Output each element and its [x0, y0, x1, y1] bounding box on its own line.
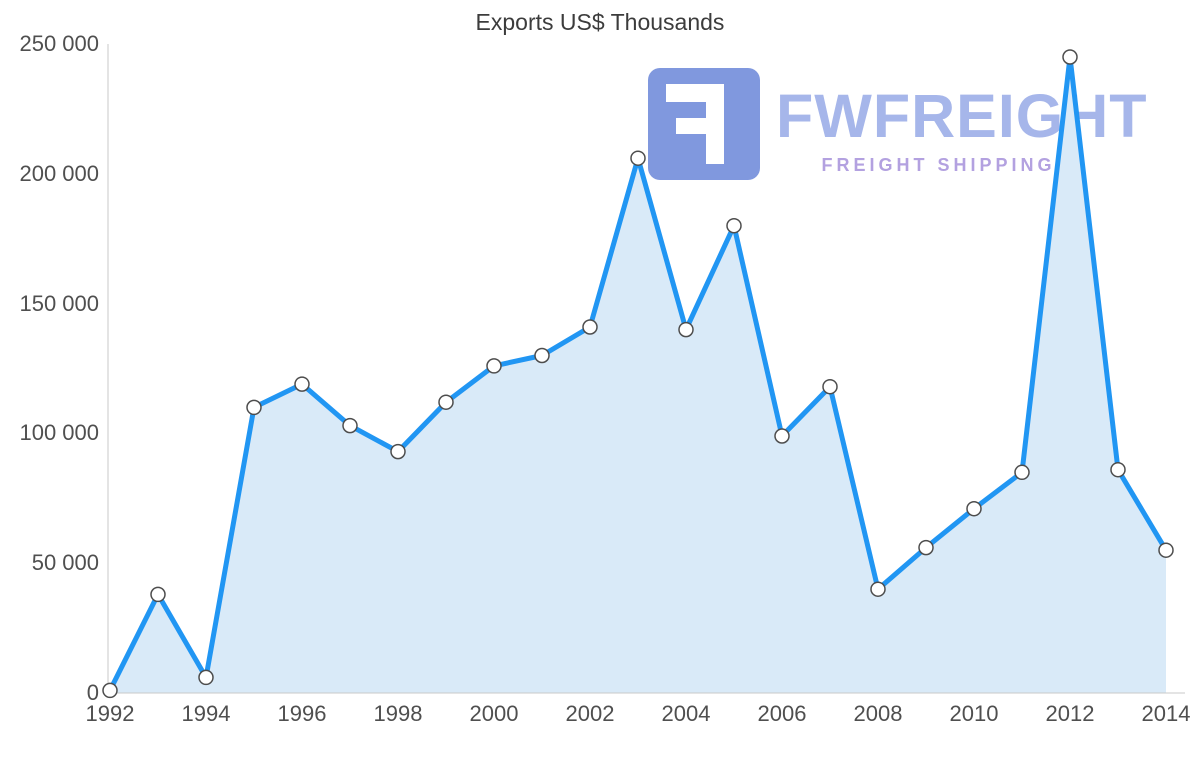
- x-tick-label: 2006: [757, 701, 807, 726]
- data-point-marker[interactable]: [486, 358, 502, 374]
- watermark-logo: FWFREIGHT FREIGHT SHIPPING: [648, 68, 1148, 180]
- x-tick-label: 2014: [1141, 701, 1191, 726]
- data-point-marker[interactable]: [1062, 49, 1078, 65]
- y-tick-label: 250 000: [19, 31, 99, 56]
- y-tick-label: 150 000: [19, 290, 99, 316]
- chart-title: Exports US$ Thousands: [475, 9, 725, 35]
- logo-brand-text: FWFREIGHT: [776, 82, 1148, 150]
- data-point-marker[interactable]: [150, 586, 166, 603]
- x-tick-label: 2008: [853, 701, 903, 726]
- x-tick-label: 1996: [277, 701, 327, 726]
- data-point-marker[interactable]: [438, 394, 454, 410]
- area-fill: [110, 57, 1166, 693]
- turned-F-glyph: [666, 84, 724, 164]
- data-point-marker[interactable]: [294, 376, 310, 392]
- data-point-marker[interactable]: [630, 150, 646, 166]
- y-tick-label: 0: [86, 680, 99, 705]
- x-tick-label: 1994: [181, 701, 231, 726]
- data-point-marker[interactable]: [582, 319, 598, 335]
- data-point-marker[interactable]: [966, 500, 982, 517]
- data-point-marker[interactable]: [342, 417, 358, 434]
- y-tick-label: 200 000: [19, 160, 99, 186]
- y-tick-label: 50 000: [31, 550, 99, 576]
- x-tick-label: 1992: [85, 701, 135, 726]
- logo-text-block: FWFREIGHT FREIGHT SHIPPING: [776, 68, 1148, 176]
- x-tick-label: 1998: [373, 701, 423, 726]
- data-point-marker[interactable]: [198, 669, 214, 686]
- data-point-marker[interactable]: [726, 217, 742, 234]
- x-tick-label: 2000: [469, 701, 519, 726]
- data-point-marker[interactable]: [246, 399, 262, 416]
- data-point-marker[interactable]: [102, 682, 118, 699]
- data-point-marker[interactable]: [1110, 461, 1126, 478]
- data-point-marker[interactable]: [774, 428, 790, 444]
- x-tick-label: 2002: [565, 701, 615, 726]
- data-point-marker[interactable]: [1158, 542, 1174, 558]
- data-point-marker[interactable]: [1014, 464, 1030, 481]
- data-point-marker[interactable]: [918, 539, 934, 556]
- data-point-marker[interactable]: [822, 378, 838, 395]
- y-tick-label: 100 000: [19, 420, 99, 446]
- data-point-marker[interactable]: [678, 321, 694, 338]
- logo-icon: [648, 68, 760, 180]
- x-tick-label: 2004: [661, 701, 711, 726]
- x-tick-label: 2010: [949, 701, 999, 726]
- data-point-marker[interactable]: [870, 581, 886, 597]
- data-point-marker[interactable]: [390, 443, 406, 460]
- x-tick-label: 2012: [1045, 701, 1095, 726]
- data-point-marker[interactable]: [534, 347, 550, 364]
- logo-subtitle-text: FREIGHT SHIPPING: [821, 155, 1056, 175]
